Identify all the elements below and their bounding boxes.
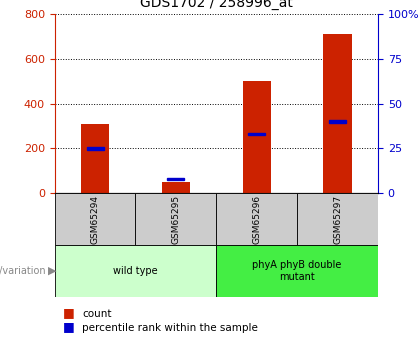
Text: ▶: ▶: [48, 266, 57, 276]
Text: ■: ■: [63, 306, 75, 319]
Bar: [81, 124, 109, 193]
Bar: [216, 193, 297, 245]
Text: percentile rank within the sample: percentile rank within the sample: [82, 323, 258, 333]
Bar: [135, 193, 216, 245]
Bar: [87, 147, 103, 150]
Text: genotype/variation: genotype/variation: [0, 266, 46, 276]
Bar: [329, 120, 346, 123]
Bar: [162, 182, 190, 193]
Text: wild type: wild type: [113, 266, 158, 276]
Text: ■: ■: [63, 320, 75, 333]
Text: GSM65294: GSM65294: [91, 195, 100, 244]
Bar: [168, 177, 184, 180]
Bar: [248, 132, 265, 135]
Text: count: count: [82, 309, 111, 319]
Bar: [55, 245, 216, 297]
Text: GSM65296: GSM65296: [252, 195, 261, 244]
Text: phyA phyB double
mutant: phyA phyB double mutant: [252, 260, 342, 282]
Text: GSM65295: GSM65295: [171, 195, 180, 244]
Bar: [323, 34, 352, 193]
Bar: [216, 245, 378, 297]
Bar: [297, 193, 378, 245]
Bar: [55, 193, 135, 245]
Title: GDS1702 / 258996_at: GDS1702 / 258996_at: [140, 0, 293, 10]
Bar: [243, 81, 271, 193]
Text: GSM65297: GSM65297: [333, 195, 342, 244]
